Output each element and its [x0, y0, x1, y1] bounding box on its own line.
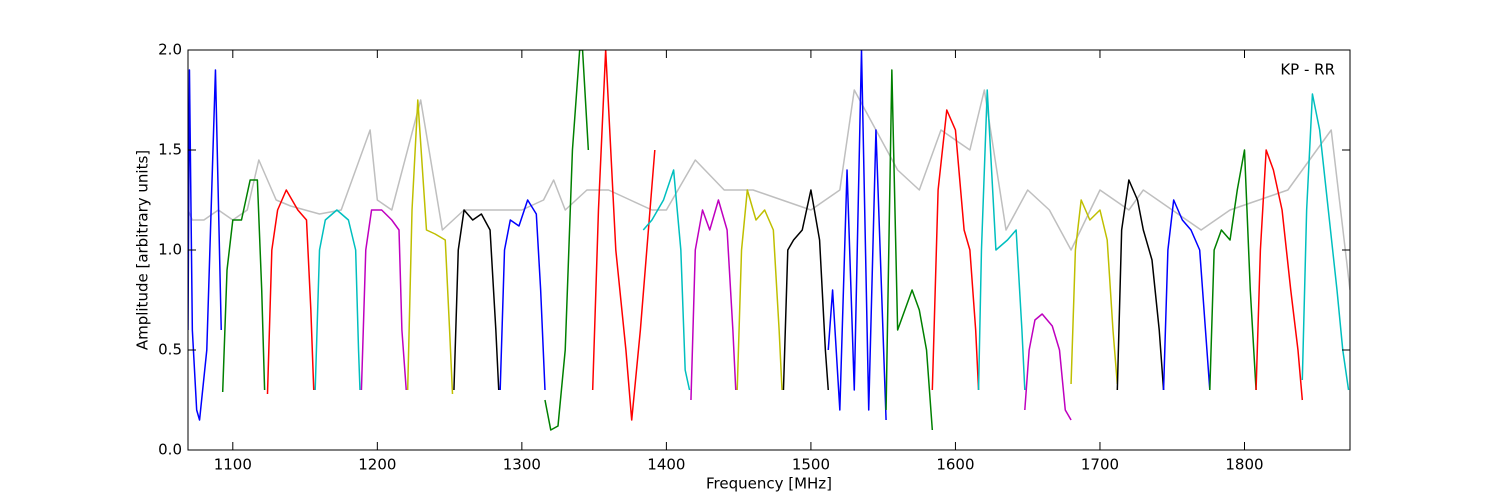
- series-line: [885, 69, 934, 431]
- x-tick-label: 1100: [214, 456, 252, 474]
- series-line: [499, 199, 546, 391]
- series-line: [1209, 149, 1257, 391]
- x-axis-label: Frequency [MHz]: [706, 475, 832, 493]
- y-tick-label: 1.0: [158, 241, 182, 259]
- x-tick-label: 1400: [647, 456, 685, 474]
- series-line: [827, 50, 887, 421]
- x-tick-label: 1300: [503, 456, 541, 474]
- plot-lines: [188, 50, 1350, 431]
- series-line: [1255, 149, 1304, 401]
- series-line: [1162, 199, 1211, 391]
- x-tick-label: 1600: [936, 456, 974, 474]
- series-line: [188, 69, 222, 421]
- series-line: [1070, 199, 1119, 385]
- series-line: [642, 169, 691, 391]
- series-line: [782, 189, 830, 391]
- y-axis-label: Amplitude [arbitrary units]: [134, 150, 152, 350]
- annotation: KP - RR: [1280, 61, 1335, 79]
- y-tick-label: 0.0: [158, 441, 182, 459]
- series-line: [360, 209, 407, 391]
- y-tick-label: 2.0: [158, 41, 182, 59]
- y-tick-label: 1.5: [158, 141, 182, 159]
- series-line: [406, 99, 454, 395]
- series-line: [221, 179, 266, 393]
- series-line: [690, 199, 737, 401]
- series-line: [188, 89, 1350, 291]
- series-line: [1301, 93, 1350, 391]
- series-line: [314, 209, 361, 391]
- series-line: [736, 189, 783, 391]
- series-line: [1024, 313, 1072, 421]
- x-tick-label: 1200: [358, 456, 396, 474]
- x-tick-label: 1700: [1081, 456, 1119, 474]
- x-tick-label: 1800: [1225, 456, 1263, 474]
- series-line: [266, 189, 315, 395]
- series-line: [544, 50, 590, 431]
- x-tick-label: 1500: [792, 456, 830, 474]
- series-line: [591, 50, 656, 421]
- y-tick-label: 0.5: [158, 341, 182, 359]
- series-line: [453, 209, 500, 391]
- series-line: [1116, 179, 1165, 391]
- series-line: [977, 89, 1026, 391]
- series-line: [931, 109, 980, 391]
